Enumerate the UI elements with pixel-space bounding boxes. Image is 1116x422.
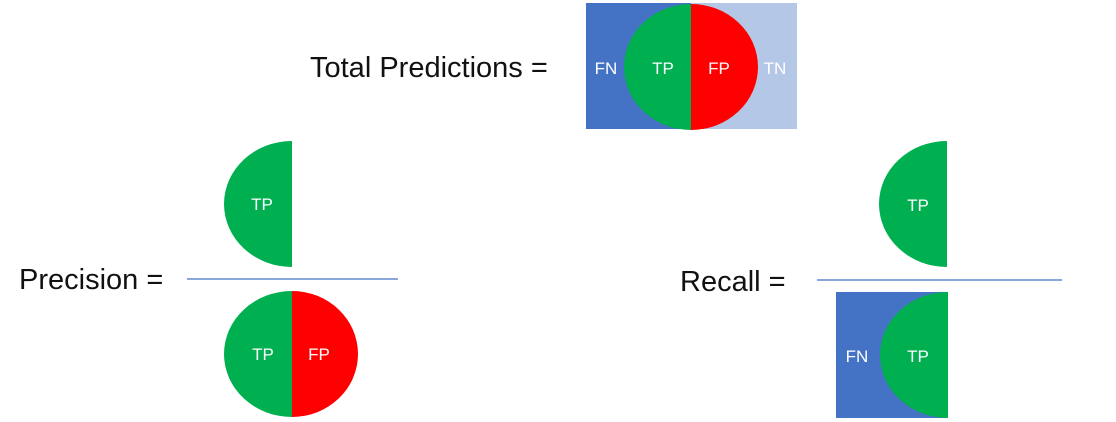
- recall-fraction: TP FN TP: [817, 141, 1062, 418]
- fp-text: FP: [708, 59, 730, 78]
- tp-half-circle: [624, 4, 691, 130]
- fn-text: FN: [595, 59, 618, 78]
- fp-half-circle: [691, 4, 758, 130]
- recall-denominator-fn-text: FN: [846, 347, 869, 366]
- precision-numerator-tp: [224, 141, 292, 267]
- precision-fraction: TP TP FP: [187, 141, 398, 417]
- recall-denominator-tp: [880, 292, 948, 418]
- precision-denominator-tp-text: TP: [252, 345, 274, 364]
- tn-text: TN: [764, 59, 787, 78]
- recall-numerator-tp-text: TP: [907, 196, 929, 215]
- precision-label: Precision =: [19, 264, 164, 296]
- precision-denominator-fp-text: FP: [308, 345, 330, 364]
- total-predictions-block: FN TP FP TN: [586, 3, 797, 130]
- total-predictions-label: Total Predictions =: [310, 52, 548, 84]
- recall-label: Recall =: [680, 266, 786, 298]
- tp-text: TP: [652, 59, 674, 78]
- precision-denominator-tp: [224, 291, 292, 417]
- recall-denominator-tp-text: TP: [907, 347, 929, 366]
- precision-denominator-fp: [292, 291, 358, 417]
- recall-numerator-tp: [879, 141, 947, 267]
- precision-numerator-tp-text: TP: [251, 195, 273, 214]
